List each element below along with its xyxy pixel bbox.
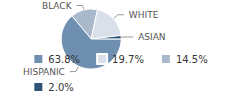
svg-text:BLACK: BLACK (42, 1, 73, 11)
svg-text:HISPANIC: HISPANIC (23, 67, 65, 77)
svg-text:ASIAN: ASIAN (138, 32, 165, 42)
svg-text:WHITE: WHITE (129, 10, 159, 20)
svg-text:2.0%: 2.0% (48, 82, 73, 93)
svg-text:63.8%: 63.8% (48, 54, 80, 65)
svg-text:19.7%: 19.7% (112, 54, 144, 65)
svg-text:14.5%: 14.5% (176, 54, 208, 65)
